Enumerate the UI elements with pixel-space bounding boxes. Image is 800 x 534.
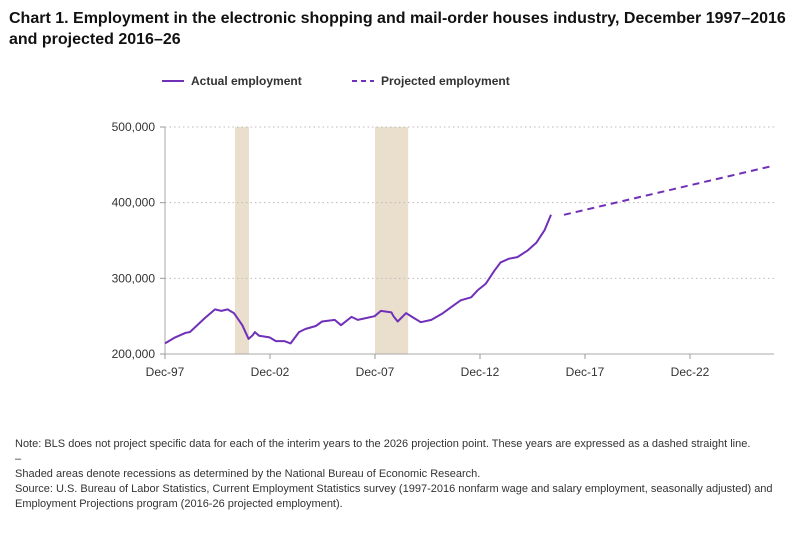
actual-employment-line [164,214,552,345]
recession-band [234,127,249,354]
legend-label: Projected employment [381,74,510,88]
y-tick-label: 500,000 [112,120,156,134]
chart: 200,000 300,000 400,000 500,000 Dec-97 Dec-02… [112,74,775,379]
note-dash: – [15,453,22,465]
chart-title: Chart 1. Employment in the electronic sh… [9,10,786,48]
source-note: Source: U.S. Bureau of Labor Statistics,… [15,483,773,510]
y-tick-label: 400,000 [112,196,156,210]
x-tick-label: Dec-02 [251,365,290,379]
chart-notes: Note: BLS does not project specific data… [15,437,795,512]
x-tick-label: Dec-12 [461,365,500,379]
x-tick-label: Dec-22 [671,365,710,379]
x-tick-label: Dec-17 [566,365,605,379]
y-tick-label: 300,000 [112,271,156,285]
projected-employment-line [563,164,775,216]
shaded-note: Shaded areas denote recessions as determ… [15,468,481,480]
x-tick-label: Dec-07 [356,365,395,379]
x-tick-label: Dec-97 [146,365,185,379]
note-text: Note: BLS does not project specific data… [15,438,751,450]
y-tick-label: 200,000 [112,347,156,361]
recession-band [375,127,409,354]
legend-label: Actual employment [191,74,302,88]
